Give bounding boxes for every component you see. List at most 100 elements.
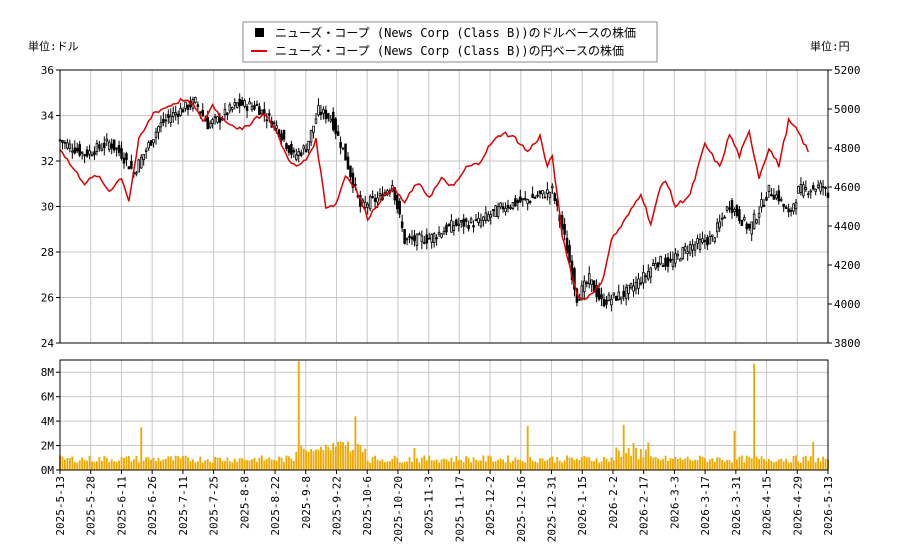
dollar-candle xyxy=(676,250,680,260)
dollar-candle xyxy=(71,143,74,159)
volume-bar xyxy=(406,461,408,470)
dollar-candle xyxy=(619,296,623,305)
dollar-candle xyxy=(194,96,197,104)
candle-body xyxy=(199,111,202,114)
volume-bar xyxy=(411,461,413,470)
dollar-candle xyxy=(432,232,436,248)
volume-bar xyxy=(701,456,704,470)
dollar-candle xyxy=(679,257,682,262)
volume-bar xyxy=(162,459,165,470)
volume-bar xyxy=(502,459,504,470)
left-axis-unit: 単位:ドル xyxy=(28,39,79,53)
volume-bar xyxy=(763,458,765,470)
dollar-candle xyxy=(464,217,468,228)
volume-bar xyxy=(354,416,357,470)
volume-bar xyxy=(128,456,130,470)
candle-body xyxy=(226,112,229,116)
dollar-candle xyxy=(649,266,653,284)
dollar-candle xyxy=(491,209,495,217)
candle-body xyxy=(75,147,79,152)
dollar-candle xyxy=(587,266,591,289)
dollar-candle xyxy=(617,284,621,301)
candle-body xyxy=(816,184,820,188)
dollar-candle xyxy=(647,264,650,281)
volume-bar xyxy=(657,458,660,470)
dollar-candle xyxy=(66,138,69,150)
dollar-candle xyxy=(309,129,313,147)
candle-body xyxy=(100,148,104,151)
candle-body xyxy=(80,151,84,154)
candle-body xyxy=(733,209,736,212)
volume-bar xyxy=(83,459,86,470)
candle-body xyxy=(543,196,547,199)
volume-bar xyxy=(398,462,401,470)
candle-body xyxy=(164,119,168,122)
volume-axis-ticks: 0M 2M 4M 6M 8M xyxy=(41,366,60,477)
volume-bar xyxy=(563,460,566,470)
left-tick-label: 34 xyxy=(41,110,55,123)
candle-body xyxy=(260,109,264,114)
volume-bar xyxy=(642,457,645,470)
candle-body xyxy=(775,194,778,199)
dollar-candle xyxy=(708,230,712,245)
candle-body xyxy=(752,213,756,229)
volume-bar xyxy=(204,460,207,470)
volume-bar xyxy=(590,460,593,470)
volume-bar xyxy=(233,458,236,470)
candle-body xyxy=(464,218,468,222)
volume-bar xyxy=(745,455,748,470)
candle-body xyxy=(302,145,305,150)
candle-body xyxy=(93,151,96,156)
candle-body xyxy=(445,224,448,233)
volume-bar xyxy=(61,456,64,470)
candle-body xyxy=(312,125,315,133)
candle-body xyxy=(703,240,707,242)
candle-body xyxy=(595,284,598,298)
dollar-candle xyxy=(811,182,815,191)
candle-body xyxy=(637,278,640,289)
volume-bar xyxy=(160,460,162,470)
volume-bar xyxy=(337,441,340,470)
candle-body xyxy=(654,263,657,269)
candle-body xyxy=(750,221,753,235)
candle-body xyxy=(403,229,406,244)
candle-body xyxy=(366,203,369,208)
dollar-candle xyxy=(654,256,657,271)
dollar-candle xyxy=(317,98,320,117)
dollar-candle xyxy=(216,115,219,124)
volume-bar xyxy=(470,462,472,470)
volume-bar xyxy=(199,456,202,470)
volume-bar xyxy=(809,456,812,470)
date-tick-label: 2025-5-28 xyxy=(85,476,98,536)
candle-body xyxy=(745,223,749,230)
volume-bar xyxy=(647,442,650,470)
dollar-candle xyxy=(600,287,603,307)
volume-bar xyxy=(467,457,470,470)
candle-body xyxy=(233,102,237,106)
dollar-candle xyxy=(661,262,665,268)
candle-body xyxy=(250,105,254,110)
volume-bar xyxy=(322,450,325,470)
candle-body xyxy=(467,224,470,230)
volume-bar xyxy=(329,450,332,470)
legend: ニューズ・コープ (News Corp (Class B))のドルベースの株価 … xyxy=(242,21,658,63)
volume-bar xyxy=(706,461,709,470)
candle-body xyxy=(799,184,803,193)
volume-bar xyxy=(413,448,416,470)
left-tick-label: 30 xyxy=(41,201,54,214)
left-tick-label: 28 xyxy=(41,246,54,259)
candle-body xyxy=(68,143,72,149)
volume-bar xyxy=(352,449,354,470)
dollar-candle xyxy=(821,180,825,196)
dollar-candle xyxy=(536,191,539,198)
volume-bar xyxy=(113,461,116,470)
volume-bar xyxy=(519,459,522,470)
volume-bar xyxy=(819,461,822,470)
candle-body xyxy=(706,237,709,246)
right-tick-label: 5200 xyxy=(834,64,861,77)
candle-body xyxy=(676,253,680,257)
left-tick-label: 26 xyxy=(41,292,54,305)
dollar-candle xyxy=(233,98,237,110)
dollar-candle xyxy=(437,226,441,237)
dollar-candle xyxy=(541,190,544,199)
